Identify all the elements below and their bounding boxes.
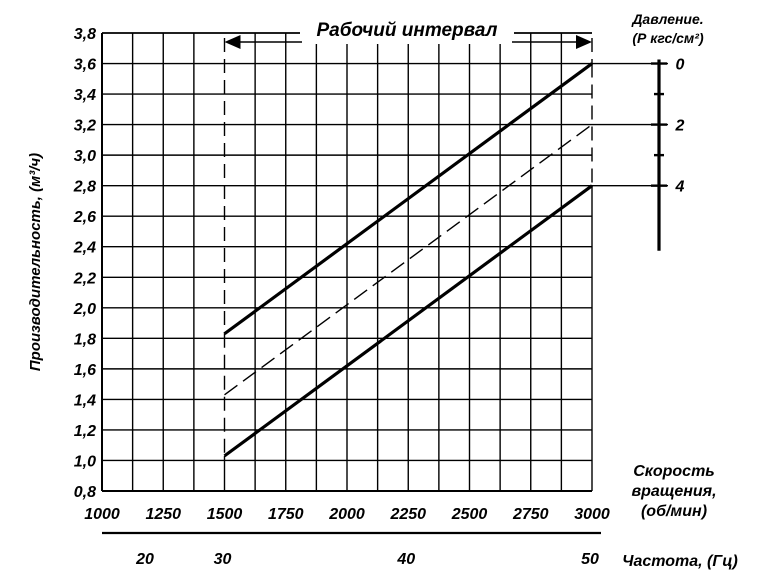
- frequency-tick-label: 30: [214, 551, 232, 568]
- frequency-tick-label: 20: [135, 551, 154, 568]
- x-tick-label: 1250: [145, 506, 181, 523]
- y-tick-label: 2,6: [73, 209, 96, 226]
- y-tick-label: 2,0: [73, 301, 96, 318]
- x-axis-label-line1: Скорость: [633, 463, 715, 480]
- x-tick-label: 2000: [328, 506, 365, 523]
- x-tick-label: 2750: [512, 506, 549, 523]
- pressure-label-line2: (Р кгс/см²): [632, 30, 704, 46]
- pressure-tick-label: 4: [675, 179, 685, 196]
- series-line-solid: [223, 184, 593, 458]
- series-line-solid: [223, 62, 593, 336]
- interval-label-background: [300, 20, 514, 44]
- chart-tick-labels: 0,8 1,0 1,2 1,4 1,6 1,8 2,0 2,2 2,4 2,6 2,8 3,0 3,2 3…: [73, 26, 610, 568]
- chart-series: [223, 62, 593, 458]
- interval-arrowhead-left: [224, 35, 241, 49]
- y-tick-label: 2,2: [73, 270, 96, 287]
- y-tick-label: 3,0: [74, 148, 96, 165]
- chart-grid: [101, 32, 668, 492]
- y-tick-label: 2,4: [73, 240, 96, 257]
- y-axis-label: Производительность, (м³/ч): [27, 153, 44, 371]
- y-tick-label: 1,8: [74, 331, 96, 348]
- y-tick-label: 3,4: [74, 87, 96, 104]
- y-tick-label: 0,8: [74, 484, 96, 501]
- chart-annotations: 0 2 4: [223, 20, 685, 456]
- x-tick-label: 2500: [451, 506, 488, 523]
- y-tick-label: 1,4: [74, 392, 96, 409]
- x-tick-label: 1500: [207, 506, 243, 523]
- interval-label: Рабочий интервал: [317, 20, 498, 41]
- pressure-label-line1: Давление.: [631, 11, 703, 27]
- y-tick-label: 1,0: [74, 453, 96, 470]
- pressure-tick-label: 0: [676, 57, 685, 74]
- x-axis-label-line3: (об/мин): [641, 503, 707, 520]
- pressure-tick-label: 2: [675, 118, 685, 135]
- y-tick-label: 1,2: [74, 423, 96, 440]
- y-tick-label: 2,8: [73, 179, 96, 196]
- y-tick-label: 3,6: [74, 57, 96, 74]
- x-tick-label: 1750: [268, 506, 304, 523]
- y-tick-label: 1,6: [74, 362, 96, 379]
- y-tick-label: 3,8: [74, 26, 96, 43]
- y-tick-label: 3,2: [74, 118, 96, 135]
- x-axis-label-line2: вращения,: [631, 483, 716, 500]
- frequency-tick-label: 50: [581, 551, 599, 568]
- x-tick-label: 2250: [389, 506, 426, 523]
- x-tick-label: 3000: [574, 506, 610, 523]
- series-line-dashed: [224, 124, 593, 396]
- frequency-tick-label: 40: [396, 551, 415, 568]
- x-tick-label: 1000: [84, 506, 120, 523]
- interval-arrowhead-right: [576, 35, 592, 49]
- frequency-axis-label: Частота, (Гц): [622, 553, 738, 570]
